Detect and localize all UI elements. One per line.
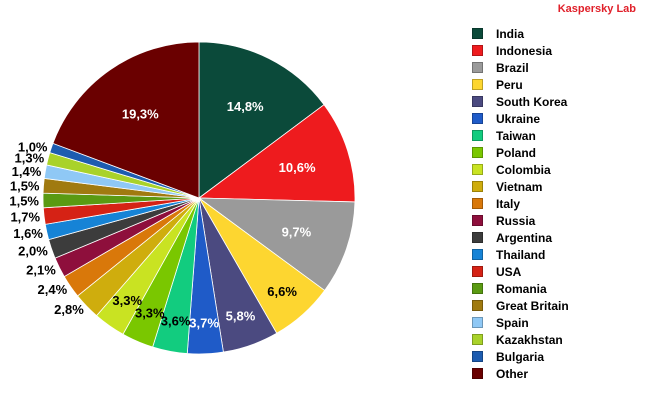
legend-label: Thailand [496,247,546,262]
legend-label: Vietnam [496,179,543,194]
legend-item-argentina: Argentina [472,229,569,246]
legend-item-poland: Poland [472,144,569,161]
legend-label: Indonesia [496,43,553,58]
slice-india [198,41,325,199]
data-label-spain: 1,4% [12,164,42,179]
legend-label: Other [496,366,529,381]
legend-item-other: Other [472,365,569,382]
legend-item-usa: USA [472,263,569,280]
legend-swatch [472,215,483,226]
data-label-peru: 6,6% [267,284,297,299]
data-label-thailand: 1,6% [13,226,43,241]
legend-item-brazil: Brazil [472,59,569,76]
legend-swatch [472,283,483,294]
legend-swatch [472,334,483,345]
legend-item-kazakhstan: Kazakhstan [472,331,569,348]
data-label-russia: 2,1% [26,262,56,277]
legend-item-russia: Russia [472,212,569,229]
legend-label: Ukraine [496,111,541,126]
data-label-south-korea: 5,8% [226,309,256,324]
data-label-poland: 3,3% [135,306,165,321]
slice-brazil [197,197,356,292]
data-label-colombia: 3,3% [112,293,142,308]
legend-label: Russia [496,213,536,228]
legend-swatch [472,164,483,175]
legend: India Indonesia Brazil Peru South Korea Ukrai… [472,25,569,382]
legend-label: Bulgaria [496,349,545,364]
legend-swatch [472,147,483,158]
legend-item-italy: Italy [472,195,569,212]
legend-swatch [472,300,483,311]
legend-item-india: India [472,25,569,42]
legend-label: Argentina [496,230,553,245]
data-label-vietnam: 2,8% [54,302,84,317]
legend-label: USA [496,264,522,279]
legend-swatch [472,351,483,362]
legend-swatch [472,249,483,260]
data-label-great-britain: 1,5% [10,178,40,193]
legend-label: South Korea [496,94,568,109]
legend-swatch [472,45,483,56]
legend-label: Peru [496,77,523,92]
legend-item-colombia: Colombia [472,161,569,178]
data-label-other: 19,3% [122,106,159,121]
data-label-romania: 1,5% [9,194,39,209]
legend-swatch [472,181,483,192]
legend-label: Kazakhstan [496,332,563,347]
data-label-argentina: 2,0% [18,243,48,258]
pie-data-labels: 14,8%10,6%9,7%6,6%5,8%3,7%3,6%3,3%3,3%2,… [9,99,316,331]
legend-label: India [496,26,525,41]
data-label-usa: 1,7% [10,210,40,225]
legend-label: Taiwan [496,128,536,143]
legend-swatch [472,198,483,209]
legend-item-bulgaria: Bulgaria [472,348,569,365]
legend-swatch [472,317,483,328]
legend-swatch [472,130,483,141]
slice-indonesia [197,104,356,203]
legend-label: Colombia [496,162,551,177]
data-label-taiwan: 3,6% [161,314,191,329]
data-label-india: 14,8% [227,99,264,114]
legend-item-south-korea: South Korea [472,93,569,110]
legend-swatch [472,266,483,277]
legend-swatch [472,113,483,124]
legend-swatch [472,232,483,243]
legend-item-great-britain: Great Britain [472,297,569,314]
legend-swatch [472,28,483,39]
legend-item-taiwan: Taiwan [472,127,569,144]
legend-item-spain: Spain [472,314,569,331]
data-label-indonesia: 10,6% [279,160,316,175]
legend-swatch [472,79,483,90]
data-label-italy: 2,4% [38,282,68,297]
legend-item-thailand: Thailand [472,246,569,263]
legend-label: Great Britain [496,298,569,313]
data-label-kazakhstan: 1,3% [15,151,45,166]
legend-item-indonesia: Indonesia [472,42,569,59]
legend-item-peru: Peru [472,76,569,93]
legend-item-ukraine: Ukraine [472,110,569,127]
brand-logo-text: Kaspersky Lab [557,3,636,15]
legend-label: Spain [496,315,529,330]
legend-item-romania: Romania [472,280,569,297]
legend-swatch [472,368,483,379]
data-label-bulgaria: 1,0% [18,140,48,155]
legend-label: Brazil [496,60,529,75]
data-label-ukraine: 3,7% [189,316,219,331]
data-label-brazil: 9,7% [282,224,312,239]
legend-label: Poland [496,145,537,160]
slice-other [52,41,200,199]
legend-item-vietnam: Vietnam [472,178,569,195]
legend-swatch [472,96,483,107]
legend-label: Romania [496,281,547,296]
pie-slices [42,41,356,355]
legend-swatch [472,62,483,73]
legend-label: Italy [496,196,521,211]
